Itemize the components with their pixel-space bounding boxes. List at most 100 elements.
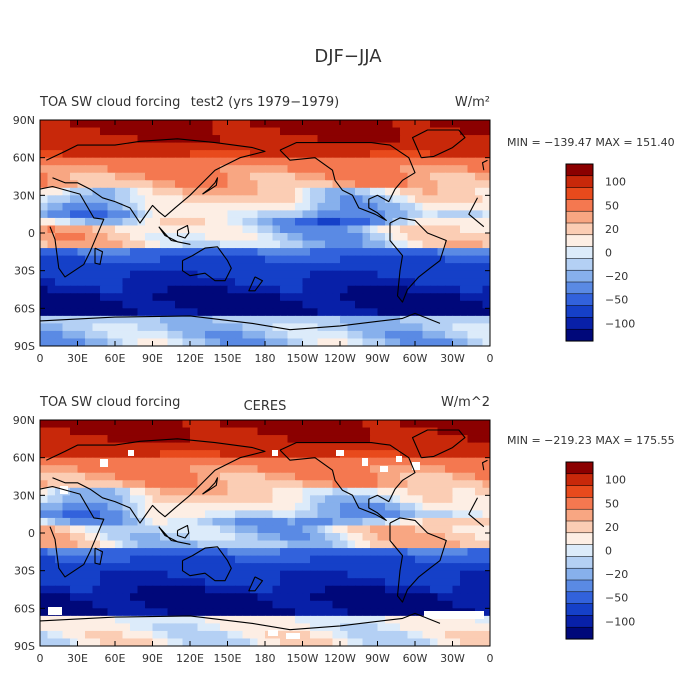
field-cell: [325, 202, 334, 211]
field-cell: [362, 435, 371, 444]
field-cell: [385, 442, 394, 451]
field-cell: [475, 263, 484, 272]
field-cell: [325, 623, 334, 632]
field-cell: [355, 202, 364, 211]
field-cell: [175, 217, 184, 227]
field-cell: [385, 623, 394, 632]
field-cell: [400, 187, 409, 196]
field-cell: [460, 293, 469, 302]
field-cell: [190, 427, 199, 436]
field-cell: [317, 225, 326, 234]
field-cell: [265, 278, 274, 287]
field-cell: [347, 540, 356, 549]
field-cell: [355, 442, 364, 451]
field-cell: [205, 278, 214, 287]
field-cell: [115, 263, 124, 272]
x-tick-label: 150W: [287, 352, 319, 365]
field-cell: [392, 585, 401, 594]
field-cell: [325, 210, 334, 219]
field-cell: [407, 195, 416, 204]
field-cell: [377, 270, 386, 279]
field-cell: [272, 233, 281, 242]
field-cell: [445, 533, 454, 542]
field-cell: [220, 502, 229, 511]
field-cell: [407, 510, 416, 519]
field-cell: [137, 630, 146, 640]
field-cell: [182, 233, 191, 242]
field-cell: [317, 608, 326, 617]
field-cell: [55, 217, 64, 227]
field-cell: [55, 195, 64, 204]
field-cell: [85, 285, 94, 294]
field-cell: [265, 442, 274, 451]
field-cell: [212, 563, 221, 572]
field-cell: [167, 233, 176, 242]
field-cell: [220, 127, 229, 136]
field-cell: [422, 300, 431, 309]
field-cell: [62, 623, 71, 632]
field-cell: [197, 420, 206, 429]
field-cell: [137, 487, 146, 496]
field-cell: [355, 593, 364, 602]
field-cell: [310, 517, 319, 527]
field-cell: [332, 195, 341, 204]
field-cell: [400, 165, 409, 174]
field-cell: [197, 502, 206, 511]
field-cell: [257, 540, 266, 549]
field-cell: [415, 608, 424, 617]
field-cell: [70, 180, 79, 189]
field-cell: [152, 465, 161, 474]
field-cell: [160, 248, 169, 257]
field-cell: [47, 563, 56, 572]
field-cell: [355, 480, 364, 489]
field-cell: [152, 457, 161, 466]
field-cell: [227, 540, 236, 549]
field-cell: [137, 330, 146, 340]
field-cell: [422, 615, 431, 624]
field-cell: [227, 563, 236, 572]
field-cell: [317, 293, 326, 302]
field-cell: [227, 187, 236, 196]
field-cell: [370, 457, 379, 466]
field-cell: [190, 120, 199, 129]
field-cell: [475, 540, 484, 549]
field-cell: [197, 135, 206, 144]
field-cell: [287, 533, 296, 542]
field-cell: [227, 510, 236, 519]
field-cell: [70, 487, 79, 496]
field-cell: [175, 472, 184, 481]
field-cell: [482, 585, 490, 594]
field-cell: [167, 308, 176, 317]
field-cell: [115, 510, 124, 519]
field-cell: [347, 278, 356, 287]
field-cell: [475, 157, 484, 166]
field-cell: [100, 120, 109, 129]
field-cell: [145, 548, 154, 557]
field-cell: [287, 293, 296, 302]
field-cell: [190, 157, 199, 166]
field-cell: [280, 555, 289, 564]
field-cell: [250, 165, 259, 174]
field-cell: [47, 270, 56, 279]
field-cell: [415, 338, 424, 346]
field-cell: [265, 248, 274, 257]
field-cell: [175, 157, 184, 166]
field-cell: [40, 457, 49, 466]
field-cell: [205, 435, 214, 444]
field-cell: [400, 308, 409, 317]
field-cell: [265, 157, 274, 166]
field-cell: [280, 487, 289, 496]
field-cell: [212, 202, 221, 211]
field-cell: [265, 457, 274, 466]
x-tick-label: 30E: [67, 352, 88, 365]
field-cell: [355, 615, 364, 624]
field-cell: [362, 187, 371, 196]
field-cell: [385, 308, 394, 317]
field-cell: [302, 585, 311, 594]
field-cell: [325, 293, 334, 302]
field-cell: [257, 450, 266, 459]
field-cell: [92, 517, 101, 527]
field-cell: [257, 142, 266, 151]
field-cell: [355, 323, 364, 332]
field-cell: [182, 638, 191, 646]
